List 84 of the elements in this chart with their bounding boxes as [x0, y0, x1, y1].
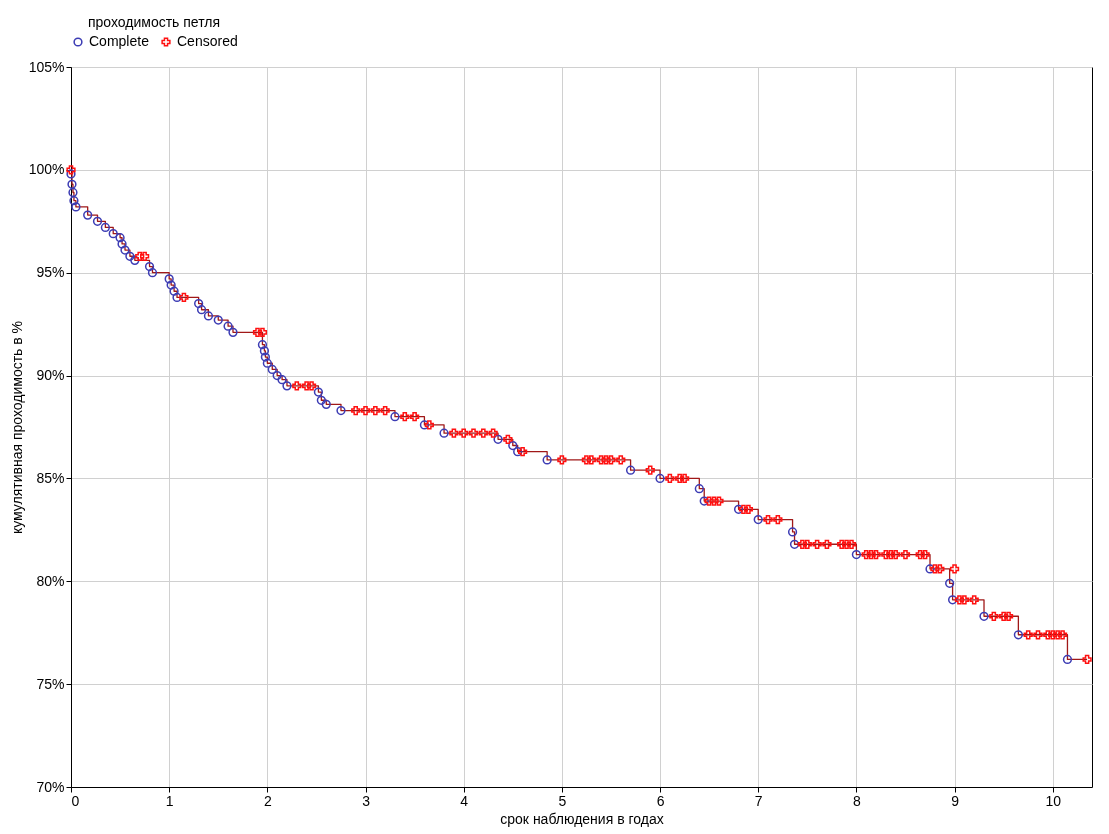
- point: [194, 298, 204, 309]
- y-tick-label: 105%: [28, 58, 65, 75]
- point: [196, 305, 207, 315]
- point: [259, 346, 270, 356]
- point: [419, 420, 430, 430]
- point: [169, 286, 179, 296]
- y-tick-label: 80%: [36, 572, 65, 589]
- point: [117, 239, 127, 249]
- y-tick-label: 90%: [36, 367, 65, 384]
- point: [1062, 654, 1073, 665]
- legend-label: Complete: [89, 33, 150, 49]
- x-tick-label: 9: [951, 792, 960, 809]
- point: [223, 321, 233, 331]
- point: [69, 196, 79, 206]
- point: [66, 169, 76, 179]
- point: [172, 292, 182, 303]
- point: [945, 578, 955, 588]
- x-tick-label: 8: [852, 792, 861, 809]
- point: [694, 484, 704, 494]
- y-tick-label: 100%: [28, 161, 65, 178]
- point: [336, 405, 346, 416]
- y-axis-title: кумулятивная проходимость в %: [8, 320, 25, 535]
- y-tick-label: 70%: [36, 778, 65, 795]
- point: [108, 229, 118, 239]
- point: [267, 364, 277, 375]
- point: [213, 315, 223, 325]
- point: [68, 187, 78, 198]
- point: [733, 504, 744, 514]
- x-tick-label: 0: [71, 792, 80, 809]
- point: [228, 327, 238, 337]
- point: [120, 245, 130, 255]
- point: [277, 375, 287, 385]
- point: [789, 539, 800, 549]
- point: [144, 261, 155, 272]
- x-axis-title: срок наблюдения в годах: [500, 810, 664, 827]
- x-tick-label: 2: [263, 792, 272, 809]
- point: [147, 268, 158, 278]
- x-tick-label: 4: [460, 792, 469, 809]
- point: [753, 514, 763, 525]
- y-tick-label: 95%: [36, 264, 65, 281]
- point: [260, 352, 271, 362]
- point: [115, 233, 125, 243]
- x-tick-label: 3: [362, 792, 371, 809]
- x-tick-label: 7: [754, 792, 763, 809]
- point: [130, 255, 140, 265]
- point: [625, 465, 636, 475]
- legend-label: Censored: [177, 33, 238, 49]
- x-tick-label: 1: [165, 792, 174, 809]
- point: [313, 387, 324, 397]
- point: [390, 412, 400, 422]
- x-tick-label: 5: [558, 792, 567, 809]
- point: [321, 399, 331, 409]
- point: [262, 358, 272, 368]
- point: [787, 527, 798, 537]
- point: [282, 381, 292, 391]
- point: [439, 428, 449, 438]
- point: [508, 440, 518, 451]
- point: [203, 311, 214, 321]
- point: [272, 370, 282, 381]
- point: [164, 274, 174, 284]
- y-tick-label: 75%: [36, 675, 65, 692]
- point: [316, 395, 326, 405]
- point: [67, 179, 77, 189]
- point: [1013, 630, 1023, 640]
- point: [100, 222, 110, 233]
- point: [83, 210, 93, 220]
- point: [125, 251, 135, 261]
- point: [947, 595, 958, 605]
- point: [655, 473, 665, 484]
- point: [166, 280, 176, 290]
- point: [542, 455, 552, 465]
- point: [493, 434, 503, 444]
- point: [851, 549, 862, 560]
- x-tick-label: 10: [1045, 792, 1062, 809]
- point: [925, 564, 935, 574]
- point: [71, 202, 81, 212]
- point: [979, 611, 989, 621]
- x-tick-label: 6: [656, 792, 665, 809]
- y-tick-label: 85%: [36, 469, 65, 486]
- point: [257, 340, 268, 350]
- point: [92, 216, 103, 226]
- legend-title: проходимость петля: [87, 14, 221, 30]
- point: [513, 447, 523, 457]
- point: [699, 496, 709, 506]
